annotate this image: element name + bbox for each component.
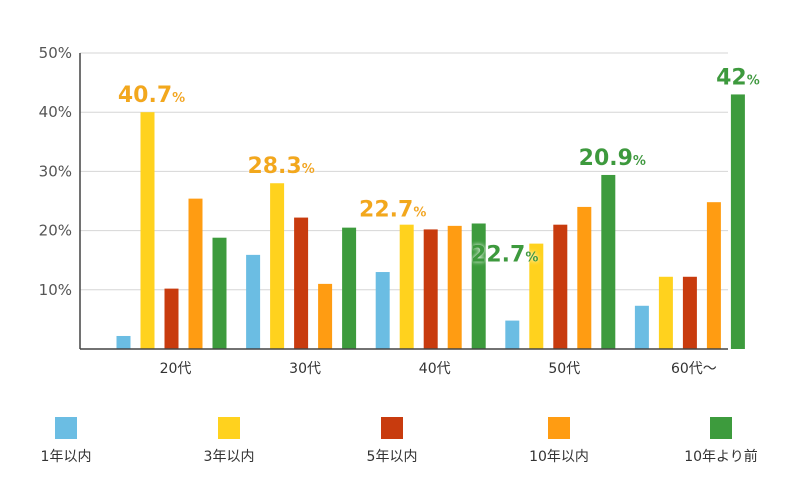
gridlines <box>80 52 728 291</box>
bar <box>342 227 357 349</box>
legend-swatch <box>381 417 403 439</box>
bar <box>730 94 745 349</box>
x-category-label: 40代 <box>419 361 451 377</box>
bar <box>577 206 592 349</box>
bar <box>505 320 520 349</box>
bar <box>212 237 227 349</box>
legend-swatch <box>710 417 732 439</box>
legend-label: 5年以内 <box>367 449 418 465</box>
bar <box>318 283 333 349</box>
bar <box>164 288 179 349</box>
bar <box>246 254 261 349</box>
x-category-label: 20代 <box>160 361 192 377</box>
legend: 1年以内 3年以内 5年以内 10年以内 10年より前 <box>41 417 758 465</box>
value-callout: 22.7% <box>359 198 426 223</box>
value-callout: 40.7% <box>118 83 185 108</box>
x-category-label: 30代 <box>289 361 321 377</box>
value-callout: 42% <box>716 65 760 90</box>
legend-swatch <box>218 417 240 439</box>
bar <box>447 225 462 349</box>
value-callout: 22.7% <box>471 242 538 267</box>
bar <box>399 224 414 349</box>
value-callout: 28.3% <box>247 154 314 179</box>
bar <box>658 276 673 349</box>
y-tick-label: 30% <box>39 162 72 180</box>
legend-label: 10年より前 <box>684 448 758 465</box>
callout-value: 22.7 <box>359 198 413 223</box>
axes: 10% 20% 30% 40% 50% 20代 30代 40代 50代 60代～ <box>39 44 728 377</box>
bar <box>294 217 309 349</box>
x-category-label: 50代 <box>548 361 580 377</box>
bar <box>116 335 131 349</box>
legend-swatch <box>55 417 77 439</box>
bar <box>188 198 203 349</box>
x-category-label: 60代～ <box>671 361 717 377</box>
bar <box>601 174 616 349</box>
callout-unit: % <box>525 250 538 265</box>
callout-unit: % <box>413 206 426 221</box>
callout-unit: % <box>747 73 760 88</box>
callout-value: 42 <box>716 65 747 90</box>
bar <box>423 229 438 349</box>
callout-value: 28.3 <box>247 154 301 179</box>
bar <box>634 305 649 349</box>
legend-label: 3年以内 <box>204 449 255 465</box>
callout-value: 22.7 <box>471 242 525 267</box>
callout-unit: % <box>302 162 315 177</box>
bar <box>706 202 721 349</box>
callout-unit: % <box>633 154 646 169</box>
legend-swatch <box>548 417 570 439</box>
bar <box>553 224 568 349</box>
y-tick-label: 20% <box>39 222 72 240</box>
callout-value: 20.9 <box>579 146 633 171</box>
bars <box>116 94 745 349</box>
legend-label: 1年以内 <box>41 449 92 465</box>
bar <box>375 272 390 349</box>
y-tick-label: 50% <box>39 44 72 62</box>
y-tick-label: 10% <box>39 281 72 299</box>
bar <box>140 112 155 349</box>
value-callouts: 40.7%28.3%22.7%22.7%20.9%42% <box>118 65 760 267</box>
bar <box>270 183 285 349</box>
callout-value: 40.7 <box>118 83 172 108</box>
bar <box>529 243 544 349</box>
y-tick-label: 40% <box>39 103 72 121</box>
bar <box>682 276 697 349</box>
value-callout: 20.9% <box>579 146 646 171</box>
bar <box>471 223 486 349</box>
legend-label: 10年以内 <box>529 449 589 465</box>
callout-unit: % <box>172 91 185 106</box>
